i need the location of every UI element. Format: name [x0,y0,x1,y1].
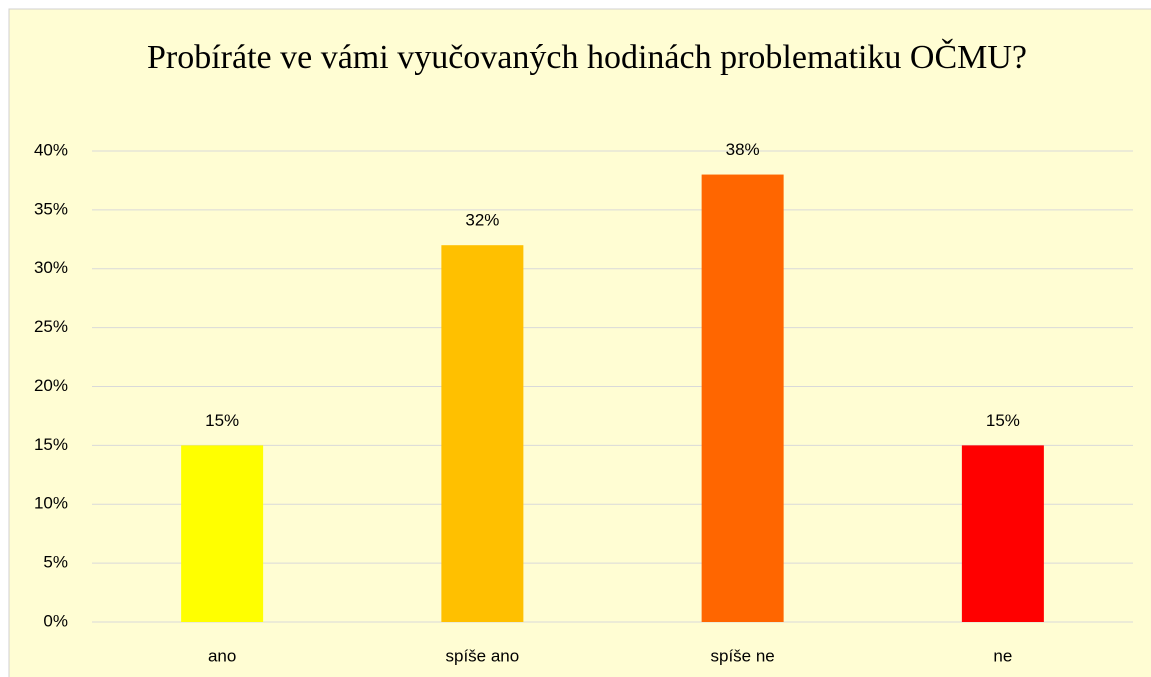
data-label: 15% [986,411,1020,430]
data-label: 15% [205,411,239,430]
bar [441,245,524,622]
y-tick-label: 40% [34,140,68,159]
y-tick-label: 20% [34,376,68,395]
y-tick-label: 25% [34,317,68,336]
x-tick-label: spíše ano [446,646,520,665]
y-tick-label: 5% [43,553,68,572]
bar [961,445,1044,622]
bar [701,174,784,623]
data-label: 38% [726,140,760,159]
y-tick-label: 10% [34,494,68,513]
data-label: 32% [465,211,499,230]
x-tick-label: ne [993,646,1012,665]
y-tick-label: 30% [34,258,68,277]
chart-title: Probíráte ve vámi vyučovaných hodinách p… [147,39,1027,76]
y-tick-label: 15% [34,435,68,454]
x-tick-label: ano [208,646,236,665]
bar [181,445,264,622]
x-tick-label: spíše ne [710,646,774,665]
y-tick-label: 0% [43,611,68,630]
y-tick-label: 35% [34,199,68,218]
